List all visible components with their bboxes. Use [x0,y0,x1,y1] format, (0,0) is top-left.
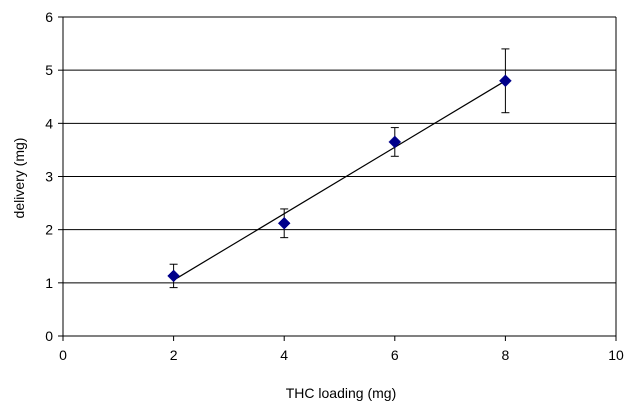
x-tick-label-1: 2 [170,347,178,363]
y-tick-label-5: 5 [45,62,53,78]
data-point-2 [388,135,402,149]
y-tick-label-1: 1 [45,275,53,291]
data-point-1 [277,216,291,230]
x-tick-label-0: 0 [59,347,67,363]
x-tick-label-5: 10 [608,347,624,363]
x-axis-label: THC loading (mg) [286,385,396,401]
data-point-3 [499,74,512,88]
axis-ticks: 0 1 2 3 4 5 6 0 2 4 6 8 10 [45,9,624,363]
data-point-0 [167,269,180,283]
x-tick-label-2: 4 [280,347,288,363]
y-axis-label: delivery (mg) [11,138,27,219]
y-tick-label-4: 4 [45,115,53,131]
data-points [167,74,512,283]
x-tick-label-3: 6 [391,347,399,363]
grid-lines [63,16,617,336]
y-tick-label-0: 0 [45,328,53,344]
x-tick-label-4: 8 [502,347,510,363]
y-tick-label-3: 3 [45,169,53,185]
trendline-group [173,80,506,281]
y-tick-label-6: 6 [45,9,53,25]
y-tick-label-2: 2 [45,222,53,238]
trendline [173,80,506,281]
